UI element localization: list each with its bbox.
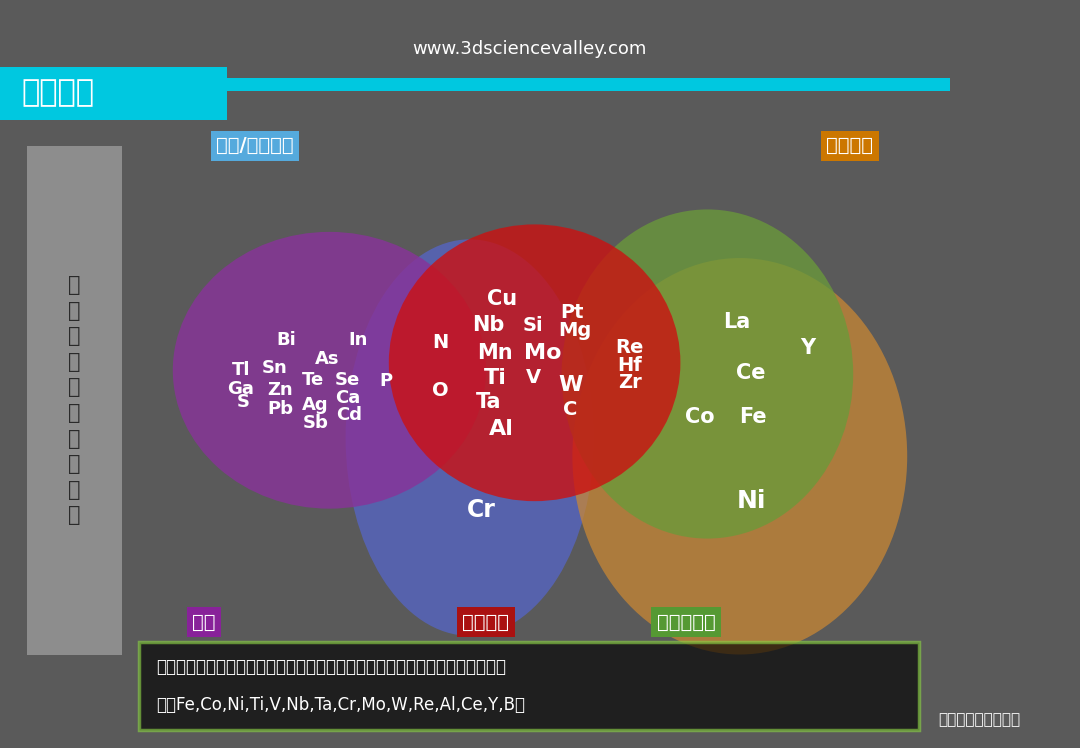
Text: S: S [237, 393, 249, 411]
Text: Ni: Ni [737, 489, 767, 513]
Text: Mn: Mn [477, 343, 512, 363]
Text: Zr: Zr [618, 373, 642, 393]
Ellipse shape [346, 239, 594, 636]
Bar [0, 78, 950, 91]
Text: Bi: Bi [276, 331, 296, 349]
Text: 高温合金: 高温合金 [22, 79, 95, 107]
Text: La: La [723, 312, 751, 331]
Text: 高
温
合
金
化
学
元
素
组
成: 高 温 合 金 化 学 元 素 组 成 [68, 275, 81, 525]
Bar [27, 146, 122, 654]
Text: Si: Si [522, 316, 543, 335]
Text: Sn: Sn [261, 359, 287, 377]
Text: Ta: Ta [475, 393, 501, 412]
Text: 氢化/耐腐蚀性: 氢化/耐腐蚀性 [216, 136, 294, 156]
Text: P: P [379, 373, 392, 390]
Text: 基础元素: 基础元素 [826, 136, 874, 156]
Text: Hf: Hf [618, 355, 642, 375]
Text: Cd: Cd [336, 406, 362, 424]
Text: Y: Y [800, 338, 815, 358]
Text: Al: Al [488, 419, 514, 438]
Text: Se: Se [335, 371, 361, 389]
Ellipse shape [173, 232, 486, 509]
Text: V: V [526, 368, 541, 387]
Text: Re: Re [616, 337, 644, 357]
Text: 参考资料：东北证券: 参考资料：东北证券 [939, 712, 1021, 727]
Ellipse shape [389, 224, 680, 501]
Text: In: In [349, 331, 368, 349]
Text: Pb: Pb [268, 400, 294, 418]
Text: O: O [432, 381, 449, 400]
Text: 高温合金以铁、钴、镍为基体，可以添加不同的合金元素来提升其不同的性能，: 高温合金以铁、钴、镍为基体，可以添加不同的合金元素来提升其不同的性能， [157, 658, 507, 676]
Text: Sb: Sb [302, 414, 328, 432]
Text: Zn: Zn [267, 381, 293, 399]
Bar [0, 67, 227, 120]
Text: 例如Fe,Co,Ni,Ti,V,Nb,Ta,Cr,Mo,W,Re,Al,Ce,Y,B等: 例如Fe,Co,Ni,Ti,V,Nb,Ta,Cr,Mo,W,Re,Al,Ce,Y… [157, 696, 526, 714]
Text: 杂质: 杂质 [192, 613, 216, 632]
Text: Cu: Cu [487, 289, 517, 309]
Text: Fe: Fe [739, 407, 767, 426]
Ellipse shape [562, 209, 853, 539]
Text: Ca: Ca [335, 389, 361, 407]
Text: 机械强度: 机械强度 [462, 613, 510, 632]
Text: Te: Te [302, 371, 324, 389]
Text: www.3dsciencevalley.com: www.3dsciencevalley.com [411, 40, 647, 58]
Text: Ag: Ag [302, 396, 328, 414]
Text: N: N [432, 333, 449, 352]
Text: C: C [563, 400, 578, 420]
Text: As: As [315, 350, 339, 368]
Ellipse shape [572, 258, 907, 654]
Text: Ti: Ti [484, 368, 508, 387]
Text: Pt: Pt [561, 303, 584, 322]
Text: Ga: Ga [228, 380, 254, 398]
Text: Ce: Ce [735, 363, 766, 382]
Text: 长期稳定性: 长期稳定性 [657, 613, 715, 632]
Text: Cr: Cr [468, 498, 496, 522]
Text: Nb: Nb [472, 316, 504, 335]
FancyBboxPatch shape [139, 643, 919, 730]
Text: W: W [558, 375, 582, 395]
Text: Mg: Mg [558, 321, 591, 340]
Text: Co: Co [685, 407, 715, 426]
Text: Tl: Tl [231, 361, 251, 379]
Text: Mo: Mo [525, 343, 562, 363]
